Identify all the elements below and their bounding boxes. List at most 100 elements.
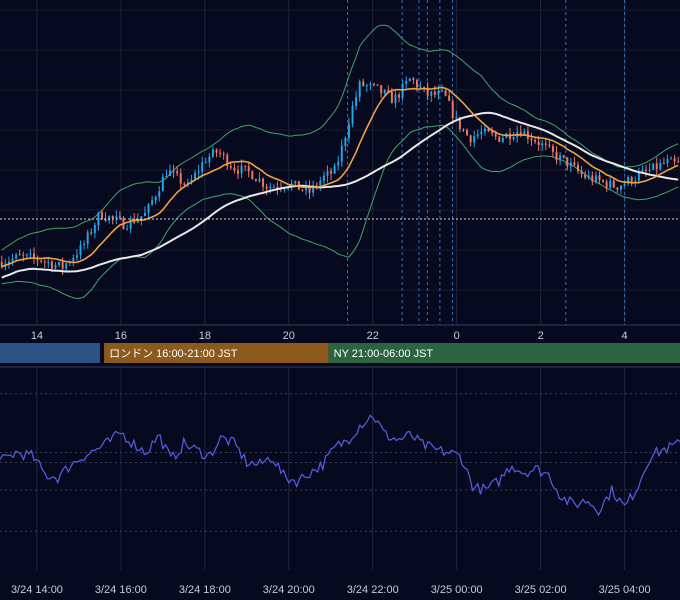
candle [584, 171, 587, 180]
candle-body [222, 153, 225, 155]
candle-body [365, 85, 368, 87]
candle-body [523, 131, 526, 136]
candle-body [265, 186, 268, 189]
candle [455, 110, 458, 120]
candle-body [405, 81, 408, 84]
candle [662, 157, 665, 165]
candle [451, 99, 454, 125]
candle [577, 161, 579, 174]
candle-body [619, 185, 622, 190]
session-bar: NY 21:00-06:00 JST [328, 343, 680, 363]
candle-body [179, 173, 182, 184]
candle [251, 170, 254, 180]
candle-body [623, 183, 626, 186]
candle [344, 136, 347, 152]
candle [136, 213, 139, 224]
candle-body [441, 90, 443, 92]
osc-x-tick-label: 3/24 20:00 [263, 584, 315, 596]
candle-body [383, 90, 386, 94]
candle-body [204, 162, 207, 164]
candle-body [104, 219, 107, 221]
candle [337, 155, 340, 171]
candle [90, 228, 93, 236]
candle [555, 145, 558, 165]
candle [358, 79, 361, 102]
candle-body [466, 129, 469, 136]
candle [93, 222, 96, 239]
candle [559, 152, 562, 166]
candle-body [312, 185, 315, 193]
ma-long-line [1, 111, 679, 279]
candle [444, 89, 447, 97]
candle-body [577, 164, 579, 172]
candle [398, 92, 401, 103]
candle-body [398, 94, 401, 98]
session-bar-fill [0, 343, 100, 363]
candle-body [408, 78, 411, 82]
candle-body [301, 189, 304, 191]
candle [652, 163, 655, 171]
candle-body [305, 185, 307, 191]
candle-body [143, 212, 146, 217]
candle [158, 186, 161, 202]
candle [430, 90, 433, 103]
price-x-tick-label: 18 [199, 330, 211, 342]
candle [566, 157, 569, 171]
candle [591, 171, 594, 186]
candle-body [494, 133, 497, 137]
osc-x-tick-label: 3/24 18:00 [179, 584, 231, 596]
candle [244, 165, 247, 172]
candle-body [240, 165, 243, 174]
candle [15, 252, 18, 261]
candle-body [376, 84, 379, 86]
candle-body [412, 78, 415, 81]
bb-lower-line [1, 124, 679, 300]
osc-x-tick-label: 3/25 00:00 [431, 584, 483, 596]
candle [147, 202, 150, 220]
candle [333, 163, 336, 175]
candle-body [54, 264, 57, 269]
candle [619, 185, 622, 195]
candle [265, 183, 268, 196]
candle [609, 176, 612, 191]
candle [215, 148, 218, 158]
candle [580, 166, 583, 178]
candle-body [630, 177, 633, 184]
candle-body [97, 212, 100, 226]
candle-body [358, 81, 361, 98]
candle [233, 163, 236, 174]
candle [247, 161, 250, 178]
candle-body [501, 137, 504, 142]
candle-body [437, 90, 440, 95]
osc-x-tick-label: 3/24 22:00 [347, 584, 399, 596]
candle-body [47, 261, 50, 263]
oscillator-panel [0, 368, 680, 570]
candle [630, 175, 633, 187]
candle [673, 154, 676, 166]
osc-x-tick-label: 3/25 04:00 [599, 584, 651, 596]
candle-body [580, 171, 583, 175]
candle [272, 184, 275, 188]
candle [254, 178, 257, 182]
candle-body [419, 86, 422, 88]
candle-body [426, 87, 429, 96]
candle [176, 166, 179, 177]
candle [551, 143, 554, 158]
candle [201, 156, 204, 178]
candle-body [272, 186, 275, 188]
candle-body [61, 261, 64, 269]
candle-body [387, 90, 390, 92]
candle [165, 169, 168, 178]
candle [573, 156, 576, 167]
candle [111, 215, 114, 225]
candle [143, 206, 146, 217]
candle [627, 175, 630, 186]
candle-body [444, 90, 447, 96]
candle-body [237, 170, 239, 174]
candle-body [519, 131, 522, 136]
candle [40, 259, 43, 264]
price-panel [0, 0, 680, 325]
candle [322, 171, 325, 186]
candle [308, 180, 311, 200]
candle-body [355, 97, 358, 107]
